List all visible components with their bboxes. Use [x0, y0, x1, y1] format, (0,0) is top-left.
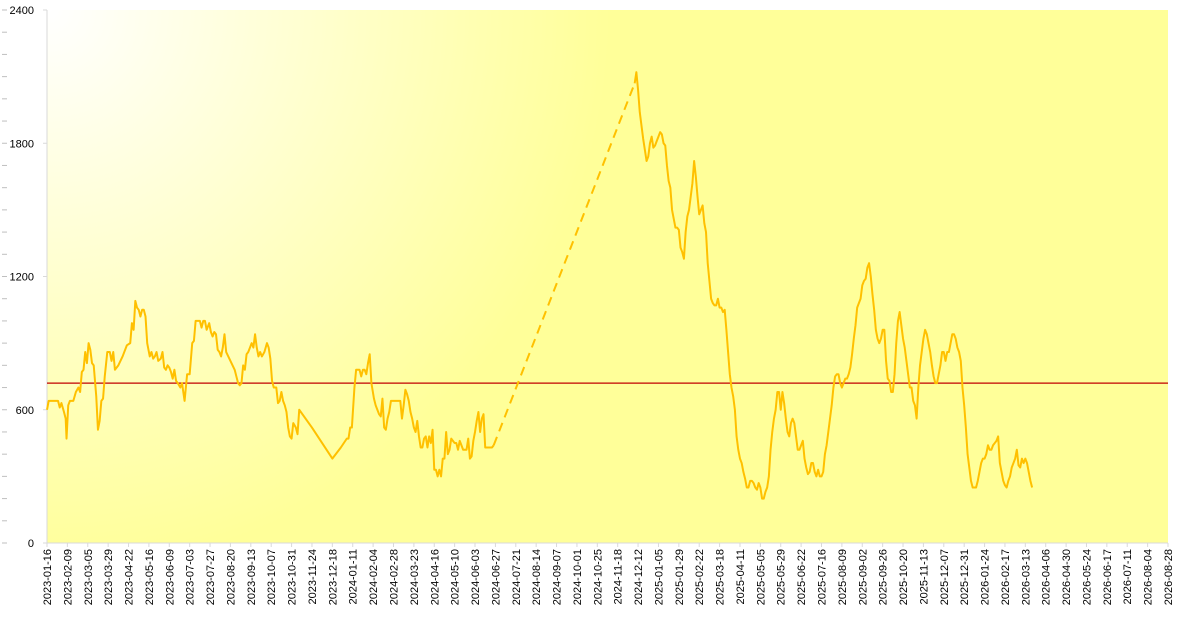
x-tick-label: 2023-11-24 [307, 549, 319, 604]
x-tick-label: 2024-03-23 [409, 549, 421, 605]
series-line-dashed-segment [492, 82, 636, 446]
x-tick-label: 2026-08-28 [1163, 549, 1175, 605]
y-tick-label: 0 [28, 538, 34, 550]
x-tick-label: 2024-10-25 [592, 549, 604, 605]
x-tick-label: 2025-07-16 [817, 549, 829, 605]
x-tick-label: 2025-02-22 [694, 549, 706, 605]
x-tick-label: 2024-12-12 [633, 549, 645, 605]
x-tick-label: 2025-09-02 [857, 549, 869, 605]
x-tick-label: 2026-05-24 [1081, 549, 1093, 605]
x-tick-label: 2025-05-29 [776, 549, 788, 605]
y-tick-label: 600 [16, 405, 34, 417]
x-tick-label: 2023-07-27 [205, 549, 217, 605]
y-tick-label: 1800 [10, 138, 34, 150]
x-tick-label: 2023-07-03 [185, 549, 197, 605]
x-tick-label: 2024-05-10 [450, 549, 462, 605]
x-tick-label: 2025-05-05 [755, 549, 767, 605]
x-tick-label: 2024-04-16 [429, 549, 441, 605]
x-tick-label: 2023-04-22 [124, 549, 136, 605]
x-tick-label: 2026-08-04 [1143, 549, 1155, 605]
x-tick-label: 2026-03-13 [1020, 549, 1032, 605]
x-tick-label: 2025-03-18 [715, 549, 727, 605]
x-tick-label: 2026-02-17 [1000, 549, 1012, 605]
x-tick-label: 2023-05-16 [144, 549, 156, 605]
x-tick-label: 2024-01-11 [348, 549, 360, 604]
x-tick-label: 2024-06-27 [490, 549, 502, 605]
x-tick-label: 2023-02-09 [62, 549, 74, 605]
series-line-segment [633, 71, 1034, 500]
series-layer [46, 71, 1034, 500]
x-tick-label: 2025-10-20 [898, 549, 910, 605]
x-tick-label: 2024-02-04 [368, 549, 380, 605]
x-tick-label: 2024-08-14 [531, 549, 543, 605]
x-tick-label: 2025-01-05 [653, 549, 665, 605]
x-tick-label: 2023-09-13 [246, 549, 258, 605]
x-tick-label: 2025-01-29 [674, 549, 686, 605]
x-tick-label: 2024-07-21 [511, 549, 523, 605]
x-tick-label: 2026-01-24 [980, 549, 992, 605]
x-tick-label: 2025-12-31 [959, 549, 971, 605]
x-tick-label: 2024-02-28 [388, 549, 400, 605]
x-axis: 2023-01-16 2023-02-09 2023-03-05 2023-03-29… [42, 542, 1175, 605]
x-tick-label: 2024-09-07 [552, 549, 564, 605]
x-tick-label: 2025-06-22 [796, 549, 808, 605]
y-tick-label: 2400 [10, 5, 34, 17]
y-tick-label: 1200 [10, 272, 34, 284]
x-tick-label: 2023-08-20 [225, 549, 237, 605]
x-tick-label: 2023-10-07 [266, 549, 278, 605]
series-line-segment [46, 299, 495, 478]
plot-area [47, 10, 1168, 543]
x-tick-label: 2026-07-11 [1122, 549, 1134, 604]
x-tick-label: 2025-08-09 [837, 549, 849, 605]
x-tick-label: 2024-06-03 [470, 549, 482, 605]
x-tick-label: 2023-03-05 [83, 549, 95, 605]
x-tick-label: 2026-06-17 [1102, 549, 1114, 605]
x-tick-label: 2023-06-09 [164, 549, 176, 605]
x-tick-label: 2023-10-31 [287, 549, 299, 605]
x-tick-label: 2023-01-16 [42, 549, 54, 605]
x-tick-label: 2025-04-11 [735, 549, 747, 604]
y-axis: 0 600 1200 1800 2400 [10, 5, 48, 550]
x-tick-label: 2025-11-13 [918, 549, 930, 604]
x-tick-label: 2026-04-30 [1061, 549, 1073, 605]
y-minor-ticks [2, 9, 7, 544]
x-tick-label: 2023-12-18 [327, 549, 339, 605]
x-tick-label: 2023-03-29 [103, 549, 115, 605]
x-tick-label: 2024-11-18 [613, 549, 625, 604]
x-tick-label: 2025-12-07 [939, 549, 951, 605]
x-tick-label: 2026-04-06 [1041, 549, 1053, 605]
x-tick-label: 2024-10-01 [572, 549, 584, 605]
x-tick-label: 2025-09-26 [878, 549, 890, 605]
